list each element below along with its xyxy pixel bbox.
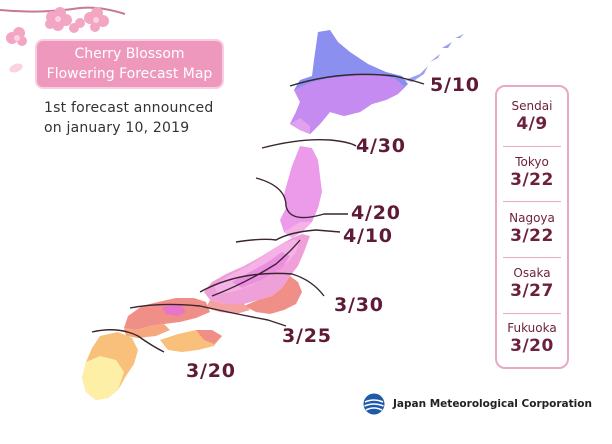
tohoku <box>280 146 322 238</box>
city-divider <box>503 313 561 314</box>
city-divider <box>503 146 561 147</box>
isoline-3-25 <box>129 303 287 327</box>
city-name: Tokyo <box>515 155 549 169</box>
isoline-label-3-25: 3/25 <box>282 325 332 347</box>
city-name: Sendai <box>511 99 553 113</box>
city-sendai: Sendai 4/9 <box>497 99 567 135</box>
honshu-zone-apr20-core <box>232 252 290 288</box>
city-date: 4/9 <box>516 114 548 134</box>
map-title-line2: Flowering Forecast Map <box>46 66 213 82</box>
city-name: Osaka <box>513 266 551 280</box>
city-date: 3/20 <box>510 336 554 356</box>
hokkaido-zone-may <box>290 74 404 134</box>
map-title-line1: Cherry Blossom <box>74 46 185 62</box>
isoline-label-5-10: 5/10 <box>430 74 480 96</box>
city-name: Nagoya <box>509 211 555 225</box>
cherry-blossom-icon <box>0 6 126 73</box>
isoline-5-10 <box>289 73 425 87</box>
forecast-announcement: 1st forecast announced on january 10, 20… <box>44 98 213 138</box>
isoline-label-4-30: 4/30 <box>356 135 406 157</box>
isoline-4-20 <box>255 177 348 219</box>
shikoku-zone-mar30 <box>196 330 222 344</box>
city-osaka: Osaka 3/27 <box>497 266 567 302</box>
isoline-3-20 <box>91 329 165 353</box>
city-divider <box>503 257 561 258</box>
chugoku-zone-apr <box>162 304 186 316</box>
city-divider <box>503 201 561 202</box>
city-forecast-panel: Sendai 4/9 Tokyo 3/22 Nagoya 3/22 Osaka … <box>495 85 569 369</box>
isoline-4-10 <box>235 229 341 243</box>
city-date: 3/27 <box>510 281 554 301</box>
city-date: 3/22 <box>510 170 554 190</box>
isoline-label-4-20: 4/20 <box>351 202 401 224</box>
isoline-4-30 <box>261 139 357 149</box>
attribution-text: Japan Meteorological Corporation <box>393 398 592 410</box>
attribution: Japan Meteorological Corporation <box>363 391 592 417</box>
hokkaido-zone-apr30 <box>290 118 310 134</box>
city-fukuoka: Fukuoka 3/20 <box>497 321 567 357</box>
kyushu-zone-mar20 <box>82 356 124 400</box>
isoline-label-4-10: 4/10 <box>343 225 393 247</box>
honshu-zone-mar30 <box>244 276 302 314</box>
city-name: Fukuoka <box>507 321 557 335</box>
city-tokyo: Tokyo 3/22 <box>497 155 567 191</box>
honshu-zone-mar30-sea <box>206 300 250 314</box>
kuril-islands <box>405 34 464 82</box>
isoline-3-30-apr-inner <box>211 239 301 297</box>
announcement-line1: 1st forecast announced <box>44 100 214 116</box>
city-date: 3/22 <box>510 226 554 246</box>
isoline-label-3-30: 3/30 <box>334 294 384 316</box>
isoline-label-3-20: 3/20 <box>186 360 236 382</box>
announcement-line2: on january 10, 2019 <box>44 120 190 136</box>
jmc-logo-icon <box>363 393 385 415</box>
map-title: Cherry Blossom Flowering Forecast Map <box>37 41 222 87</box>
city-nagoya: Nagoya 3/22 <box>497 211 567 247</box>
isoline-3-30 <box>199 272 325 297</box>
